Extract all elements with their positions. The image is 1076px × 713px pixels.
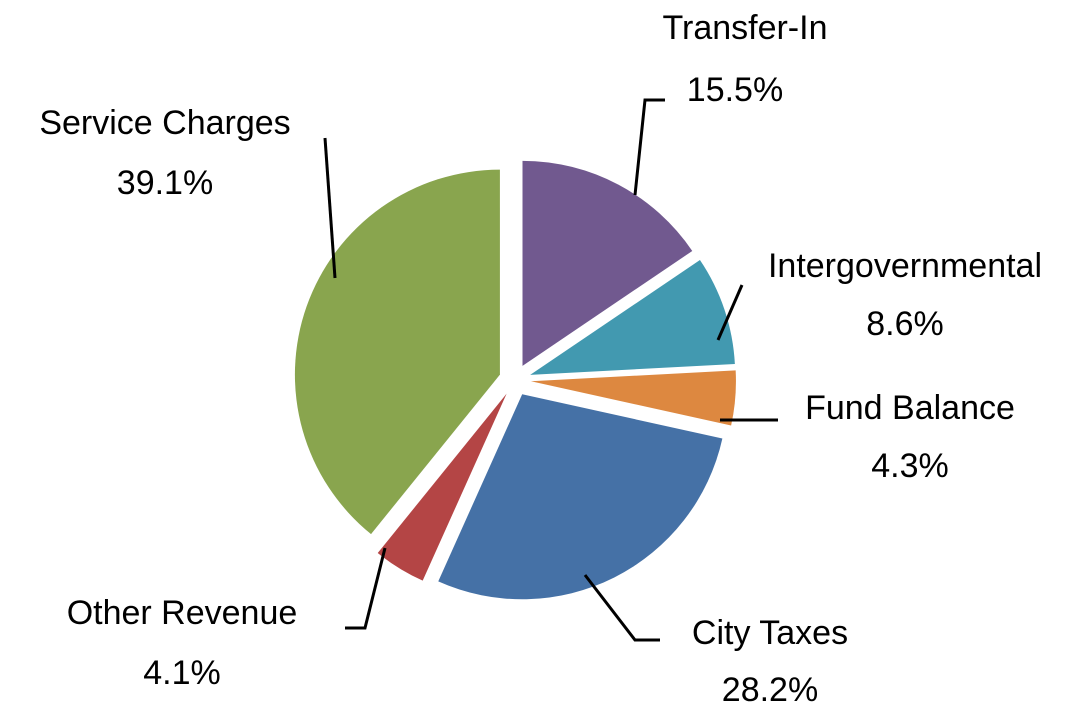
slice-value-label: 8.6% (866, 305, 944, 343)
leader-line (345, 547, 387, 630)
slice-value-label: 28.2% (722, 671, 818, 709)
pie-slice (438, 394, 723, 600)
slice-label: Service Charges (39, 104, 290, 142)
pie-slice (294, 169, 500, 535)
slice-label: City Taxes (692, 614, 848, 652)
slice-label: Intergovernmental (768, 247, 1042, 285)
pie-slice (522, 160, 693, 366)
leader-line (583, 574, 660, 642)
slice-value-label: 39.1% (117, 164, 213, 202)
slice-value-label: 4.1% (143, 654, 221, 692)
slice-label: Transfer-In (662, 9, 827, 47)
slice-label: Other Revenue (67, 594, 298, 632)
slice-value-label: 4.3% (871, 447, 949, 485)
leader-line (716, 284, 744, 341)
slice-label: Fund Balance (805, 389, 1015, 427)
leader-line (323, 137, 337, 279)
pie-slice (530, 260, 735, 375)
leader-line (633, 98, 665, 196)
slice-value-label: 15.5% (687, 71, 783, 109)
pie-slice (377, 393, 507, 581)
pie-slice (530, 370, 736, 426)
